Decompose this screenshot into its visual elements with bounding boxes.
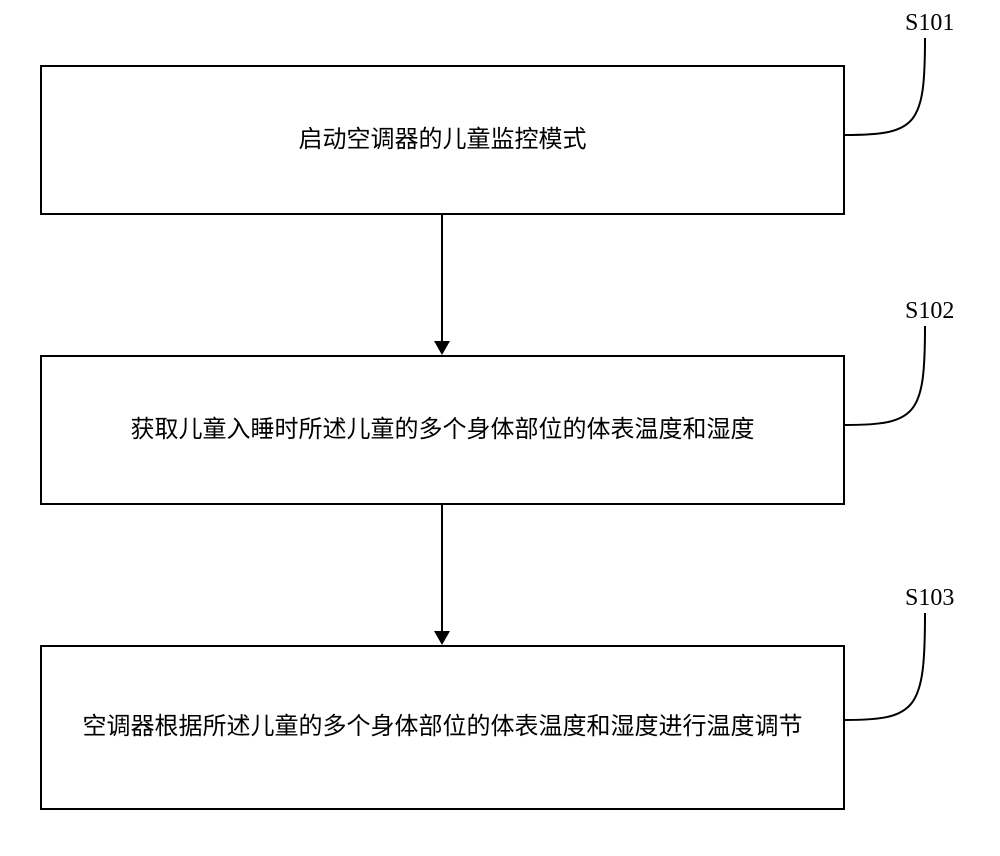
node-text: 获取儿童入睡时所述儿童的多个身体部位的体表温度和湿度 xyxy=(131,411,755,449)
flow-arrow-head xyxy=(434,631,450,645)
label-connector xyxy=(840,321,940,440)
label-connector xyxy=(840,608,940,735)
node-text: 启动空调器的儿童监控模式 xyxy=(299,121,587,159)
flowchart-node: 获取儿童入睡时所述儿童的多个身体部位的体表温度和湿度 xyxy=(40,355,845,505)
flow-arrow-line xyxy=(441,215,443,343)
node-text: 空调器根据所述儿童的多个身体部位的体表温度和湿度进行温度调节 xyxy=(83,708,803,746)
flow-arrow-head xyxy=(434,341,450,355)
flowchart-node: 启动空调器的儿童监控模式 xyxy=(40,65,845,215)
flow-arrow-line xyxy=(441,505,443,633)
flowchart-node: 空调器根据所述儿童的多个身体部位的体表温度和湿度进行温度调节 xyxy=(40,645,845,810)
label-connector xyxy=(840,33,940,150)
